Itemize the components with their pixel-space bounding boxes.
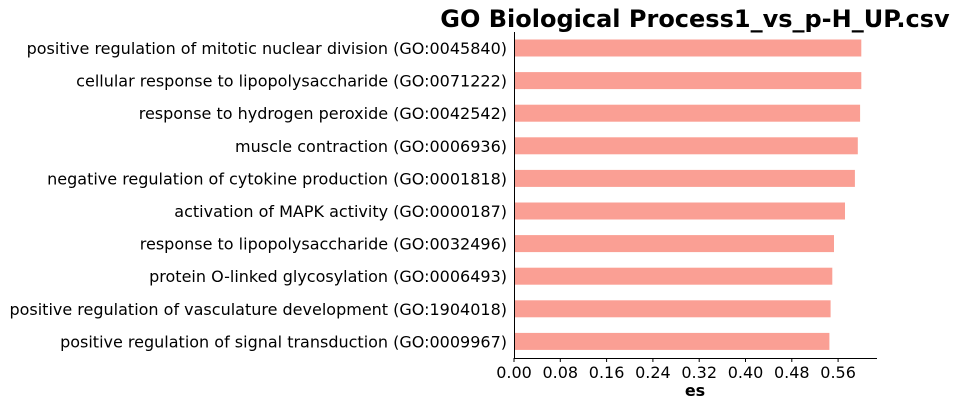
bar [514,169,855,187]
chart-title: GO Biological Process1_vs_p-H_UP.csv [440,5,950,33]
category-label: positive regulation of signal transducti… [60,332,507,351]
x-tick-label: 0.08 [542,363,578,382]
category-label: response to hydrogen peroxide (GO:004254… [139,104,507,123]
x-axis-ticks: 0.00 0.08 0.16 0.24 0.32 0.40 0.48 0.56 [496,358,856,382]
category-label: activation of MAPK activity (GO:0000187) [174,202,507,221]
x-tick-label: 0.32 [681,363,717,382]
x-tick-label: 0.56 [820,363,856,382]
x-tick-label: 0.24 [635,363,671,382]
x-tick-label: 0.16 [589,363,625,382]
bar [514,72,862,90]
category-label: muscle contraction (GO:0006936) [235,137,507,156]
category-label: protein O-linked glycosylation (GO:00064… [149,267,507,286]
category-labels: positive regulation of mitotic nuclear d… [9,39,507,351]
x-axis-label: es [685,381,705,400]
category-label: negative regulation of cytokine producti… [47,169,507,188]
bar [514,104,861,122]
category-label: positive regulation of vasculature devel… [9,300,507,319]
x-tick-label: 0.00 [496,363,532,382]
bar [514,267,833,285]
bar [514,332,830,350]
category-label: positive regulation of mitotic nuclear d… [27,39,507,58]
bar [514,235,834,253]
x-tick-label: 0.40 [728,363,764,382]
category-label: response to lipopolysaccharide (GO:00324… [140,235,507,254]
bar [514,202,845,220]
category-label: cellular response to lipopolysaccharide … [76,72,507,91]
bar [514,137,858,155]
x-tick-label: 0.48 [774,363,810,382]
bar [514,300,831,318]
bar [514,39,862,57]
bars [514,39,862,350]
